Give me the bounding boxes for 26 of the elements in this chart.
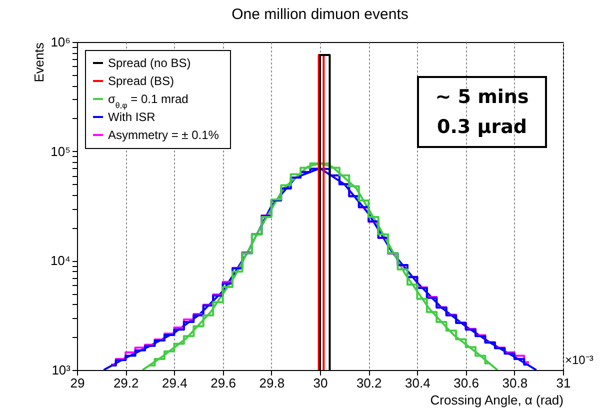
legend-label: Spread (no BS) bbox=[108, 56, 191, 70]
x-tick-label: 31 bbox=[556, 376, 571, 390]
annotation: 0.3 μrad bbox=[436, 116, 528, 138]
x-tick-label: 30.4 bbox=[405, 376, 430, 390]
y-tick-label: 10⁶ bbox=[50, 34, 70, 50]
legend-label: Spread (BS) bbox=[108, 74, 174, 88]
x-tick-label: 30 bbox=[313, 376, 328, 390]
legend-label: With ISR bbox=[108, 110, 156, 124]
annotation: ~ 5 mins bbox=[435, 86, 529, 108]
x-tick-label: 29.6 bbox=[210, 376, 236, 390]
x-axis-title: Crossing Angle, α (rad) bbox=[430, 392, 564, 408]
chart-title: One million dimuon events bbox=[232, 6, 408, 23]
x-tick-label: 29 bbox=[70, 376, 85, 390]
legend-label: Asymmetry = ± 0.1% bbox=[108, 128, 220, 142]
text: ×10⁻³ bbox=[565, 353, 594, 367]
legend-label: σ$_{θ,φ}$ = 0.1 mrad bbox=[108, 92, 188, 110]
x-tick-label: 29.2 bbox=[113, 376, 139, 390]
x-tick-label: 30.2 bbox=[356, 376, 382, 390]
y-tick-label: 10⁴ bbox=[50, 253, 70, 268]
x-tick-label: 29.4 bbox=[162, 376, 188, 390]
x-tick-label: 30.8 bbox=[502, 376, 528, 390]
y-tick-label: 10³ bbox=[52, 362, 72, 378]
y-tick-label: 10⁵ bbox=[50, 144, 70, 159]
x-tick-label: 29.8 bbox=[259, 376, 285, 390]
x-tick-label: 30.6 bbox=[454, 376, 479, 390]
y-axis-title: Events bbox=[31, 42, 46, 82]
